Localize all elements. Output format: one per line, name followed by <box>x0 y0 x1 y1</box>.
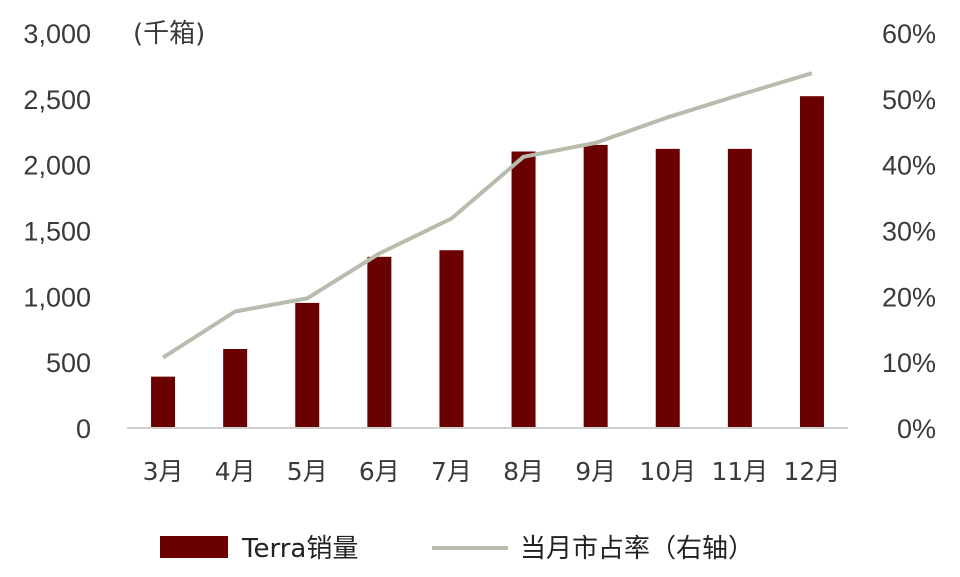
left-axis-tick-label: 2,000 <box>23 151 91 181</box>
left-axis-tick-label: 1,500 <box>23 217 91 247</box>
bar <box>655 148 680 428</box>
bar <box>439 250 464 428</box>
left-axis-tick-label: 2,500 <box>23 85 91 115</box>
right-axis-tick-label: 0% <box>897 414 936 444</box>
bar <box>367 256 392 428</box>
category-label: 9月 <box>575 457 616 486</box>
bar <box>223 349 248 428</box>
left-axis-tick-label: 3,000 <box>23 19 91 49</box>
right-axis-tick-label: 40% <box>882 151 936 181</box>
right-axis-tick-label: 10% <box>882 348 936 378</box>
category-label: 11月 <box>711 457 768 486</box>
legend: Terra销量 当月市占率（右轴） <box>160 534 754 564</box>
left-axis-tick-label: 1,000 <box>23 282 91 312</box>
bar <box>295 302 320 428</box>
legend-label-bar: Terra销量 <box>241 534 358 564</box>
right-axis-ticks: 0% 10% 20% 30% 40% 50% 60% <box>882 19 936 444</box>
category-label: 8月 <box>503 457 544 486</box>
legend-swatch-bar <box>160 536 228 558</box>
category-label: 10月 <box>639 457 696 486</box>
left-axis-tick-label: 500 <box>46 348 91 378</box>
right-axis-tick-label: 50% <box>882 85 936 115</box>
bar <box>799 96 824 428</box>
category-labels: 3月 4月 5月 6月 7月 8月 9月 10月 11月 12月 <box>143 457 841 486</box>
right-axis-tick-label: 60% <box>882 19 936 49</box>
market-share-line <box>162 71 813 360</box>
category-label: 7月 <box>431 457 472 486</box>
line-series <box>162 71 813 360</box>
legend-label-line: 当月市占率（右轴） <box>520 534 754 564</box>
category-label: 3月 <box>143 457 184 486</box>
category-label: 6月 <box>359 457 400 486</box>
category-label: 12月 <box>784 457 841 486</box>
category-label: 4月 <box>215 457 256 486</box>
bar <box>511 151 536 428</box>
left-axis-unit-label: (千箱) <box>133 19 205 49</box>
bar <box>151 376 176 428</box>
category-label: 5月 <box>287 457 328 486</box>
left-axis-tick-label: 0 <box>76 414 91 444</box>
right-axis-tick-label: 20% <box>882 282 936 312</box>
bar <box>727 148 752 428</box>
right-axis-tick-label: 30% <box>882 217 936 247</box>
bar-series <box>151 96 824 428</box>
left-axis-ticks: 0 500 1,000 1,500 2,000 2,500 3,000 <box>23 19 91 444</box>
bar <box>583 144 608 428</box>
